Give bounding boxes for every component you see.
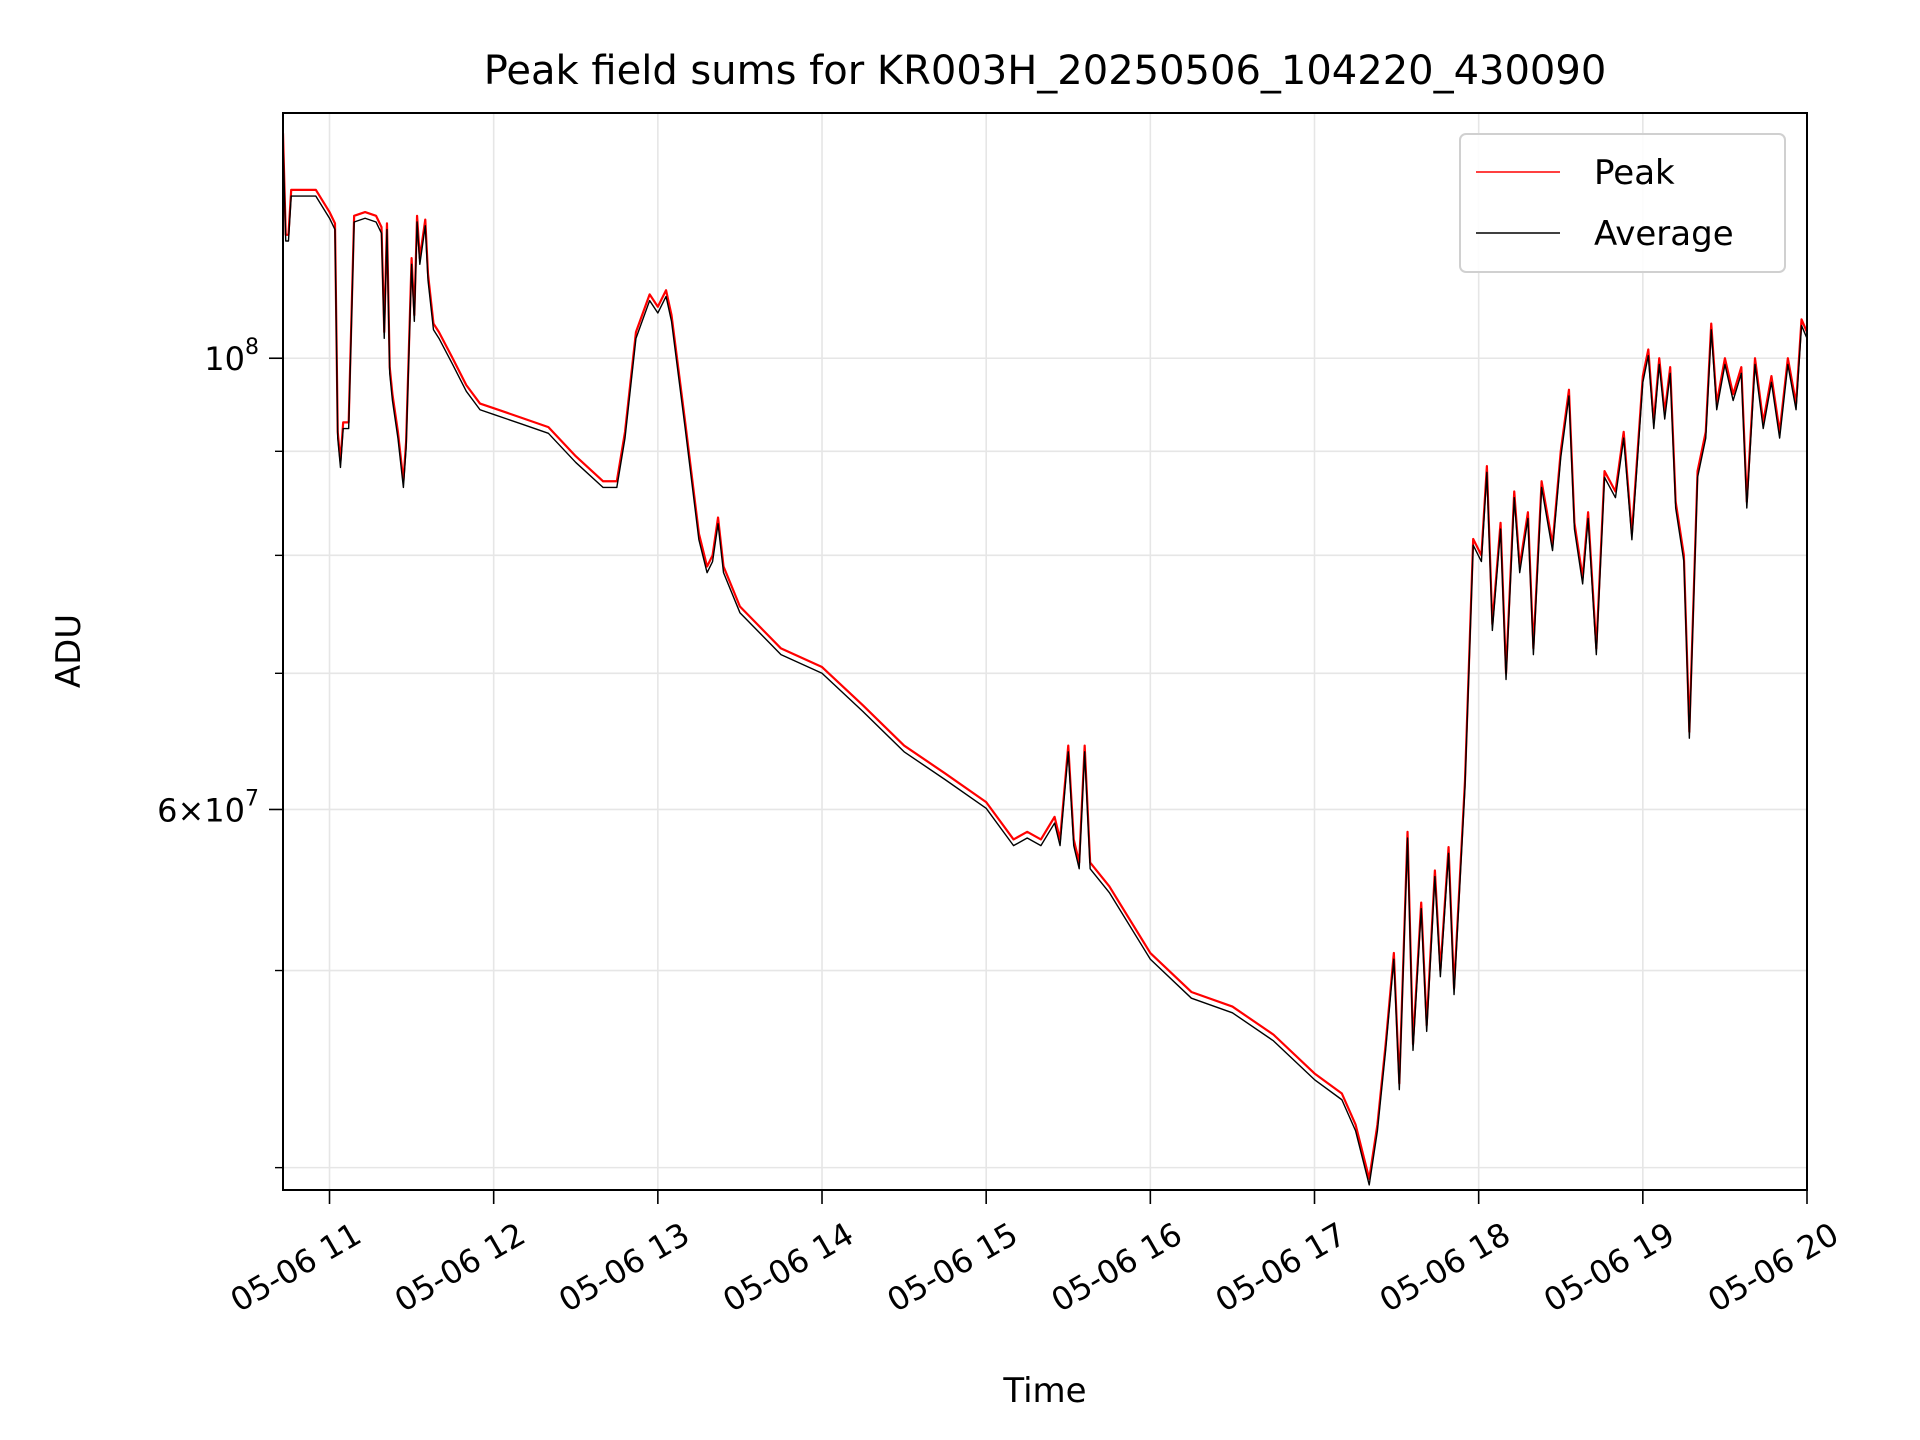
legend-label-peak: Peak	[1594, 153, 1675, 193]
legend: Peak Average	[1459, 133, 1786, 273]
legend-box	[1459, 133, 1786, 273]
x-axis-label: Time	[1002, 1371, 1086, 1411]
plot-lines	[283, 132, 1807, 1186]
legend-label-average: Average	[1594, 214, 1734, 254]
y-tick-label: 6×107	[157, 786, 259, 829]
series-line-average	[283, 138, 1807, 1186]
y-axis-label: ADU	[49, 614, 89, 688]
plot-frame	[282, 112, 1808, 1191]
y-axis: 6×107 108	[157, 335, 283, 1169]
y-tick-label: 108	[204, 335, 259, 378]
chart-title: Peak field sums for KR003H_20250506_1042…	[484, 48, 1607, 94]
